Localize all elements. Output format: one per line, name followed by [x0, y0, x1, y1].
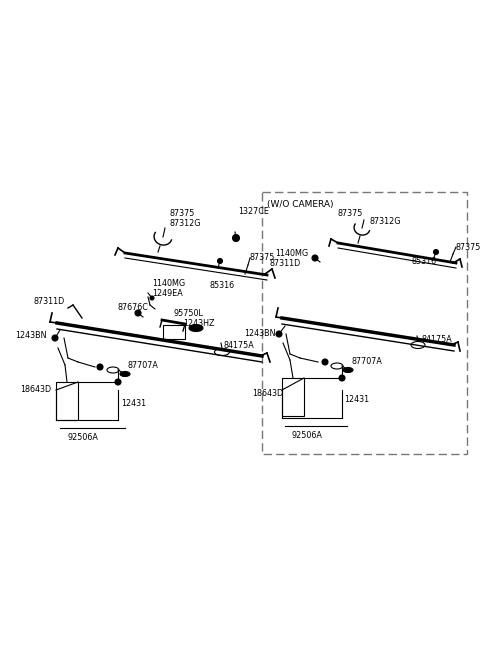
- Text: 12431: 12431: [344, 396, 369, 405]
- Text: 1327CE: 1327CE: [238, 208, 269, 217]
- Text: 87311D: 87311D: [34, 297, 65, 307]
- Text: 87375: 87375: [337, 210, 363, 219]
- Text: 1140MG: 1140MG: [275, 250, 308, 259]
- Ellipse shape: [189, 324, 203, 331]
- Circle shape: [52, 335, 58, 341]
- Circle shape: [217, 259, 223, 263]
- Circle shape: [433, 250, 439, 255]
- Text: 1243BN: 1243BN: [244, 329, 276, 337]
- Bar: [56, 382, 78, 420]
- Ellipse shape: [120, 371, 130, 377]
- Text: 87312G: 87312G: [370, 217, 401, 227]
- Circle shape: [135, 310, 141, 316]
- Text: 87375: 87375: [456, 244, 480, 252]
- Text: 87375: 87375: [249, 252, 275, 261]
- Text: 87707A: 87707A: [352, 356, 383, 365]
- Circle shape: [312, 255, 318, 261]
- Circle shape: [276, 331, 282, 337]
- Text: 95750L: 95750L: [173, 309, 203, 318]
- Text: 87375: 87375: [169, 208, 195, 217]
- Text: 18643D: 18643D: [252, 388, 283, 398]
- Text: 85316: 85316: [412, 257, 437, 267]
- Text: 87312G: 87312G: [170, 219, 202, 229]
- Text: (W/O CAMERA): (W/O CAMERA): [267, 200, 334, 208]
- Text: 1249EA: 1249EA: [152, 288, 183, 297]
- Text: 1243HZ: 1243HZ: [183, 318, 215, 328]
- Text: 87311D: 87311D: [270, 259, 301, 267]
- Text: 87707A: 87707A: [128, 360, 159, 369]
- Circle shape: [339, 375, 345, 381]
- Text: 87676C: 87676C: [118, 303, 149, 312]
- Text: 12431: 12431: [121, 398, 146, 407]
- Text: 92506A: 92506A: [68, 434, 99, 443]
- Circle shape: [150, 296, 154, 300]
- Text: 1140MG: 1140MG: [152, 280, 185, 288]
- Bar: [163, 325, 185, 339]
- Circle shape: [97, 364, 103, 370]
- Circle shape: [115, 379, 121, 385]
- Text: 84175A: 84175A: [224, 341, 255, 350]
- Text: 92506A: 92506A: [291, 430, 323, 440]
- Text: 18643D: 18643D: [20, 386, 51, 394]
- Bar: [282, 378, 304, 416]
- Circle shape: [232, 234, 240, 242]
- Text: 84175A: 84175A: [421, 335, 452, 343]
- Text: 1243BN: 1243BN: [15, 331, 47, 339]
- Text: 85316: 85316: [210, 280, 235, 290]
- Ellipse shape: [343, 367, 353, 373]
- Circle shape: [322, 359, 328, 365]
